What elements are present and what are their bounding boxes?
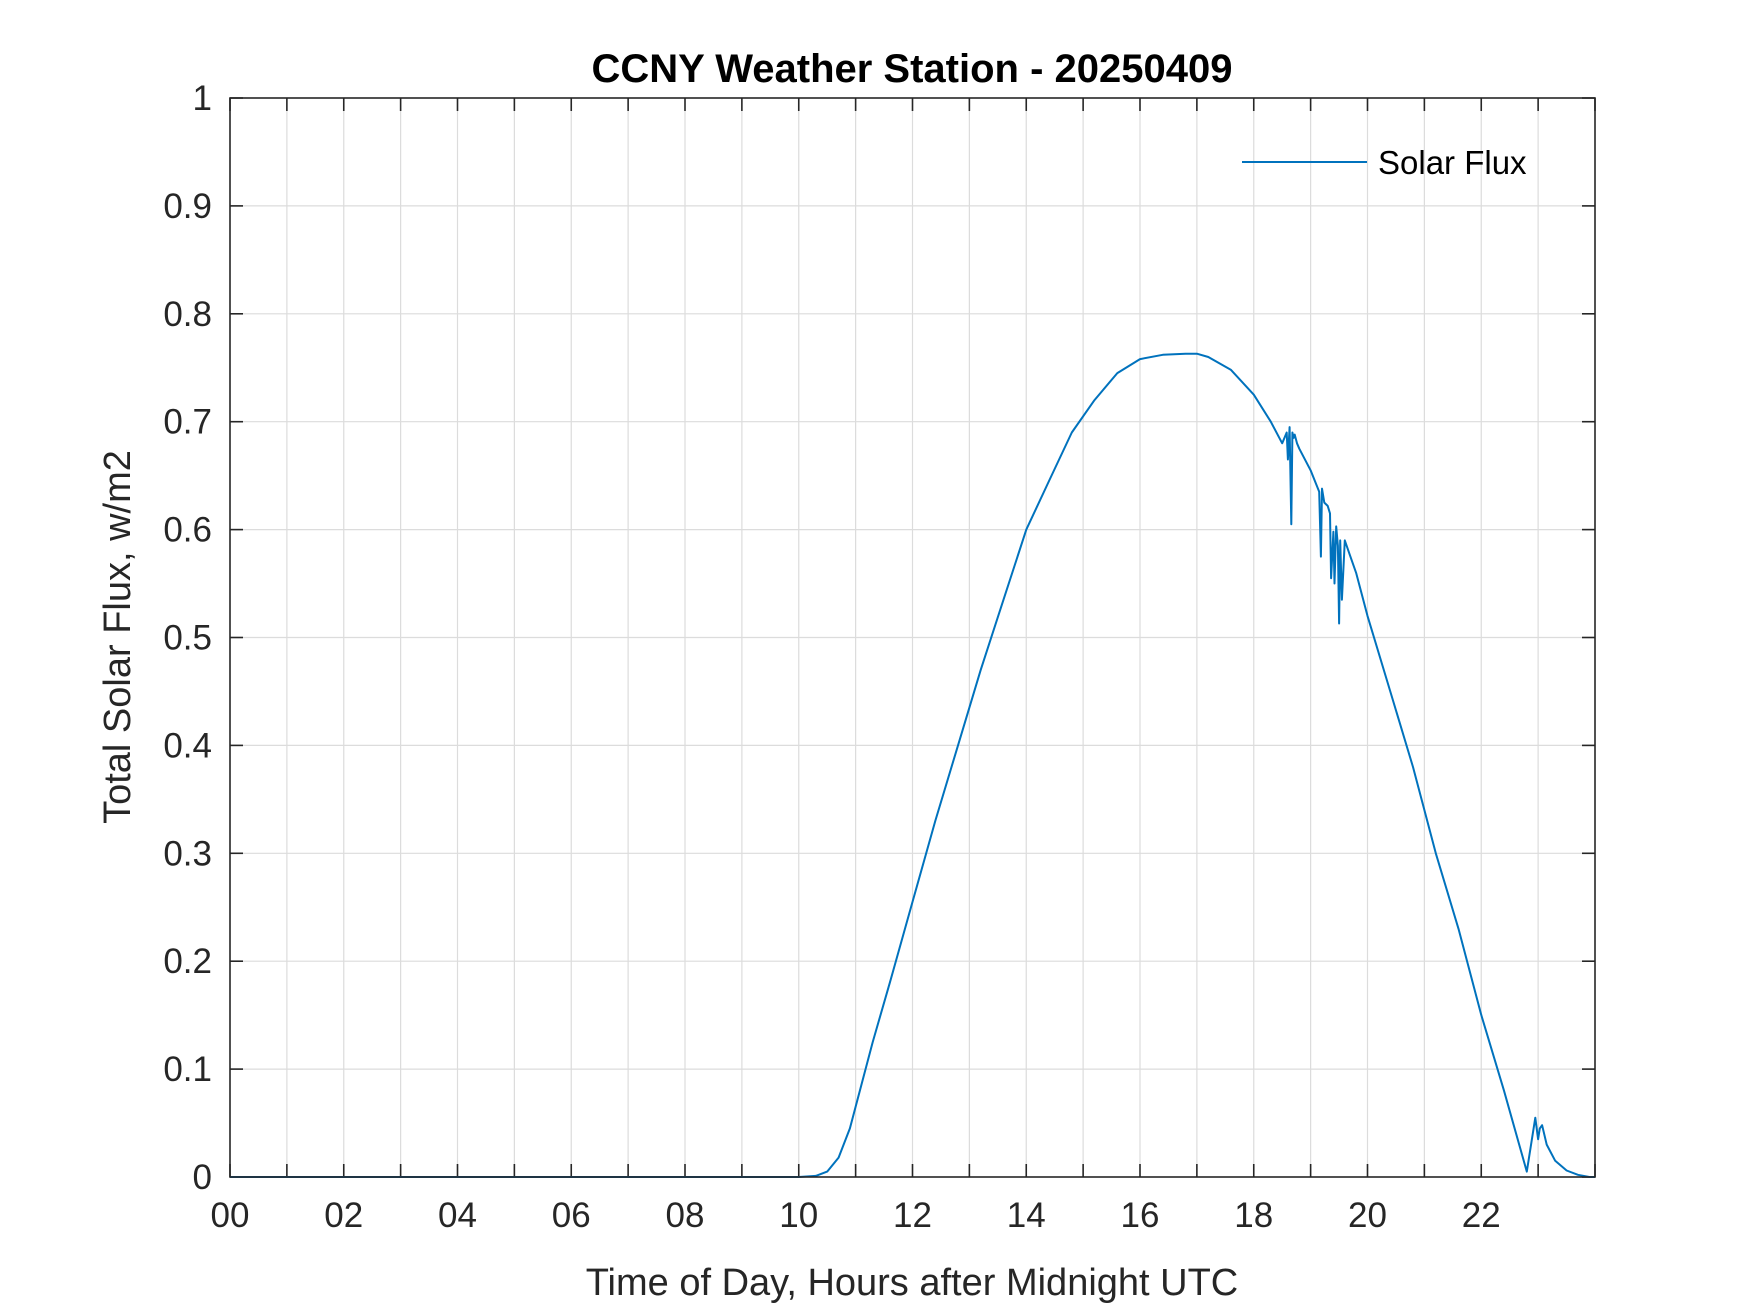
x-tick-label: 04	[438, 1196, 477, 1235]
y-tick-label: 0.3	[163, 834, 212, 873]
y-tick-label: 0.6	[163, 511, 212, 550]
y-tick-label: 0.8	[163, 295, 212, 334]
y-tick-label: 0.7	[163, 403, 212, 442]
series-line-solar-flux	[230, 352, 1595, 1178]
x-tick-label: 06	[552, 1196, 591, 1235]
y-axis-label: Total Solar Flux, w/m2	[97, 450, 139, 824]
y-tick-label: 1	[193, 79, 212, 118]
x-tick-label: 12	[893, 1196, 932, 1235]
legend[interactable]: Solar Flux	[1242, 144, 1527, 181]
x-tick-label: 20	[1348, 1196, 1387, 1235]
x-tick-label: 16	[1121, 1196, 1160, 1235]
y-tick-label: 0.4	[163, 726, 212, 765]
y-tick-label: 0.1	[163, 1050, 212, 1089]
legend-label-solar-flux: Solar Flux	[1378, 144, 1527, 181]
chart-title: CCNY Weather Station - 20250409	[592, 47, 1233, 91]
y-tick-label: 0.2	[163, 942, 212, 981]
x-tick-label: 10	[779, 1196, 818, 1235]
x-axis-label: Time of Day, Hours after Midnight UTC	[586, 1262, 1239, 1304]
x-tick-labels: 00 02 04 06 08 10 12 14 16 18 20 22	[211, 1196, 1501, 1235]
x-tick-label: 18	[1234, 1196, 1273, 1235]
x-tick-label: 00	[211, 1196, 250, 1235]
grid-lines	[230, 98, 1595, 1177]
series-layer	[230, 352, 1595, 1178]
x-tick-label: 08	[666, 1196, 705, 1235]
x-tick-label: 14	[1007, 1196, 1046, 1235]
y-tick-label: 0.5	[163, 619, 212, 658]
x-tick-label: 22	[1462, 1196, 1501, 1235]
x-tick-label: 02	[324, 1196, 363, 1235]
y-tick-label: 0	[193, 1158, 212, 1197]
y-tick-label: 0.9	[163, 187, 212, 226]
y-tick-labels: 0 0.1 0.2 0.3 0.4 0.5 0.6 0.7 0.8 0.9 1	[163, 79, 212, 1197]
axes-box	[229, 97, 1596, 1178]
